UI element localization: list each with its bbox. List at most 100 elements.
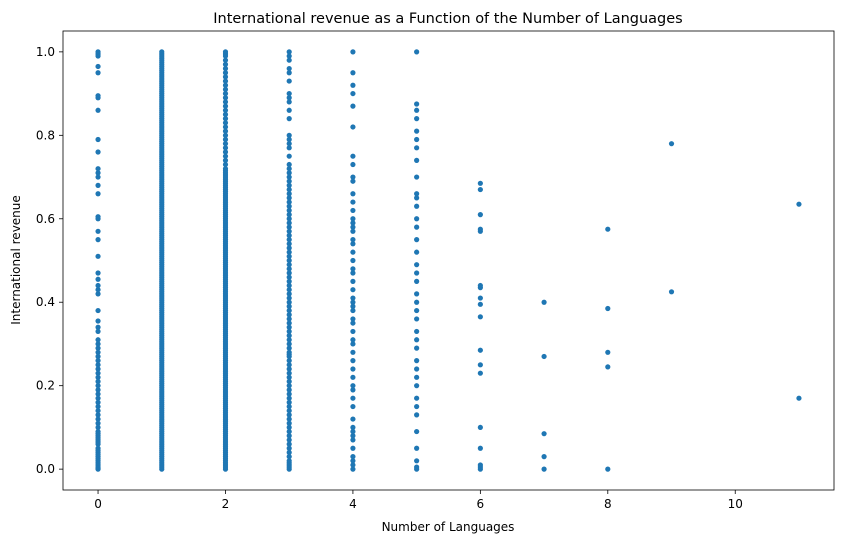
data-point	[286, 270, 292, 276]
data-point	[222, 132, 229, 138]
data-point	[286, 362, 292, 368]
data-point	[286, 145, 292, 151]
data-point	[95, 362, 101, 368]
data-point	[350, 299, 356, 305]
data-point	[414, 328, 420, 335]
data-point	[286, 70, 292, 76]
data-point	[350, 307, 356, 314]
data-point	[286, 337, 292, 343]
data-point	[286, 195, 292, 201]
y-tick-label: 0.0	[36, 462, 55, 476]
data-point	[95, 403, 101, 410]
data-point	[286, 274, 292, 280]
data-point	[796, 395, 802, 401]
data-point	[95, 349, 101, 355]
data-point	[95, 447, 101, 453]
data-point	[222, 90, 229, 97]
data-point	[222, 149, 229, 155]
data-point	[477, 347, 483, 353]
data-point	[350, 437, 356, 443]
data-point	[95, 228, 101, 234]
data-point	[414, 216, 420, 222]
data-point	[222, 153, 229, 159]
data-point	[414, 49, 420, 55]
data-point	[477, 180, 483, 186]
data-point	[286, 262, 292, 268]
data-point	[414, 403, 420, 410]
data-point	[95, 107, 101, 113]
data-point	[350, 278, 356, 284]
data-point	[350, 416, 356, 422]
data-point	[286, 266, 292, 272]
data-point	[222, 128, 229, 134]
data-point	[286, 65, 292, 72]
data-point	[95, 395, 101, 401]
data-point	[350, 320, 356, 326]
data-point	[222, 103, 229, 109]
data-point	[605, 364, 611, 370]
data-point	[286, 424, 292, 431]
data-point	[350, 295, 356, 301]
data-point	[350, 349, 356, 355]
y-axis-label: International revenue	[9, 195, 23, 325]
data-point	[286, 249, 292, 255]
data-point	[414, 464, 420, 470]
data-point	[286, 237, 292, 243]
data-point	[222, 65, 229, 72]
data-point	[350, 216, 356, 222]
data-point	[414, 101, 420, 107]
data-point	[414, 249, 420, 255]
data-point	[95, 345, 101, 351]
data-point	[95, 253, 101, 259]
data-point	[541, 466, 547, 472]
data-point	[286, 328, 292, 335]
data-point	[414, 128, 420, 134]
data-point	[286, 449, 292, 456]
data-point	[95, 341, 101, 347]
data-point	[95, 174, 101, 180]
data-point	[350, 328, 356, 335]
data-point	[350, 266, 356, 272]
data-point	[286, 224, 292, 230]
data-point	[286, 49, 292, 55]
data-point	[477, 226, 483, 232]
data-point	[95, 439, 101, 445]
data-point	[350, 90, 356, 97]
x-tick-label: 8	[604, 497, 612, 511]
data-point	[286, 399, 292, 405]
data-point	[286, 178, 292, 184]
data-point	[350, 103, 356, 109]
data-point	[286, 391, 292, 397]
data-point	[95, 431, 101, 437]
data-point	[350, 70, 356, 76]
data-point	[95, 287, 101, 293]
data-point	[286, 383, 292, 389]
data-point	[414, 203, 420, 209]
data-point	[350, 82, 356, 88]
data-point	[95, 166, 101, 172]
data-point	[95, 282, 101, 289]
data-point	[286, 161, 292, 168]
data-point	[222, 57, 229, 63]
data-point	[414, 174, 420, 180]
data-point	[541, 299, 547, 305]
data-point	[286, 433, 292, 439]
data-point	[222, 145, 229, 151]
data-point	[286, 212, 292, 218]
data-point	[414, 291, 420, 297]
y-tick-label: 1.0	[36, 45, 55, 59]
data-point	[350, 178, 356, 184]
data-point	[95, 399, 101, 405]
data-point	[414, 366, 420, 372]
data-point	[286, 387, 292, 393]
data-point	[222, 86, 229, 93]
data-point	[350, 433, 356, 439]
data-point	[414, 136, 420, 143]
data-point	[286, 316, 292, 322]
data-point	[222, 99, 229, 105]
data-point	[477, 424, 483, 431]
data-point	[414, 412, 420, 418]
data-point	[414, 116, 420, 122]
data-point	[286, 420, 292, 426]
data-point	[350, 374, 356, 380]
